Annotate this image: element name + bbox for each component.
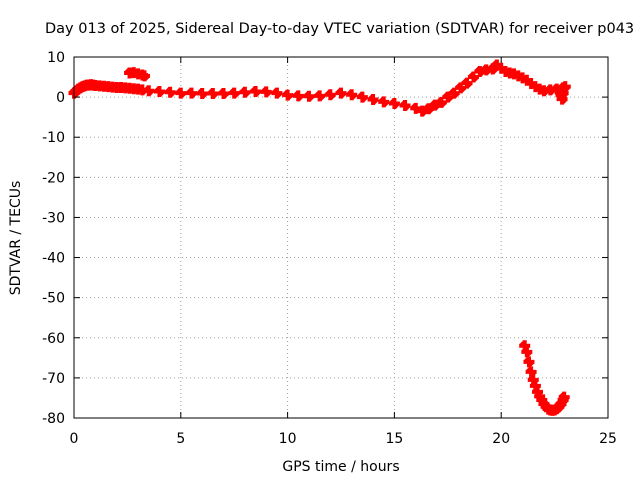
y-tick-label: -50 — [42, 291, 65, 307]
x-tick-label: 10 — [279, 431, 297, 447]
data-point — [207, 88, 219, 100]
x-tick-labels: 0 5 10 15 20 25 — [70, 431, 617, 447]
data-point — [448, 87, 460, 99]
data-point — [423, 103, 435, 115]
data-point — [282, 89, 294, 101]
y-tick-label: -10 — [42, 130, 65, 146]
data-point — [250, 85, 262, 97]
series-hump-near-3h — [124, 67, 150, 82]
y-tick-label: 10 — [47, 50, 65, 66]
data-point — [525, 366, 537, 378]
y-tick-label: -20 — [42, 170, 65, 186]
data-point — [239, 86, 251, 98]
data-point — [558, 391, 570, 403]
chart-title: Day 013 of 2025, Sidereal Day-to-day VTE… — [45, 21, 634, 37]
data-point — [442, 91, 454, 103]
data-point — [559, 81, 571, 93]
data-point — [228, 87, 240, 99]
x-tick-label: 5 — [176, 431, 185, 447]
data-point — [196, 88, 208, 100]
series-outlier-branch — [519, 340, 570, 416]
data-point — [523, 356, 535, 368]
data-point — [378, 96, 390, 108]
data-point — [175, 87, 187, 99]
y-tick-label: -70 — [42, 371, 65, 387]
data-point — [271, 87, 283, 99]
series-dip-near-23h — [555, 87, 569, 105]
data-point — [303, 90, 315, 102]
data-point — [218, 88, 230, 100]
data-point — [346, 89, 358, 101]
data-point — [335, 87, 347, 99]
data-point — [557, 87, 569, 99]
data-point — [388, 98, 400, 110]
data-point — [324, 89, 336, 101]
data-point — [416, 105, 428, 117]
y-tick-label: -30 — [42, 210, 65, 226]
data-point — [461, 77, 473, 89]
x-tick-label: 15 — [385, 431, 403, 447]
gridlines — [74, 57, 608, 418]
data-series — [68, 59, 571, 416]
data-point — [356, 91, 368, 103]
data-point — [292, 90, 304, 102]
plot-frame — [73, 56, 609, 419]
x-tick-label: 25 — [599, 431, 617, 447]
data-point — [314, 90, 326, 102]
y-tick-label: -60 — [42, 331, 65, 347]
series-main-trace — [68, 59, 571, 117]
data-point — [260, 86, 272, 98]
data-point — [429, 99, 441, 111]
data-point — [521, 346, 533, 358]
data-point — [467, 71, 479, 83]
y-tick-label: -40 — [42, 251, 65, 267]
y-tick-label: 0 — [56, 90, 65, 106]
x-axis-label: GPS time / hours — [282, 459, 399, 475]
x-tick-label: 0 — [70, 431, 79, 447]
y-tick-label: -80 — [42, 411, 65, 427]
data-point — [185, 87, 197, 99]
tick-marks — [73, 56, 609, 419]
data-point — [164, 86, 176, 98]
data-point — [455, 82, 467, 94]
data-point — [399, 100, 411, 112]
data-point — [435, 96, 447, 108]
data-point — [143, 85, 155, 97]
data-point — [138, 70, 150, 82]
y-axis-label: SDTVAR / TECUs — [8, 181, 24, 296]
data-point — [367, 94, 379, 106]
y-tick-labels: 10 0 -10 -20 -30 -40 -50 -60 -70 -80 — [42, 50, 65, 427]
x-tick-label: 20 — [492, 431, 510, 447]
data-point — [153, 85, 165, 97]
